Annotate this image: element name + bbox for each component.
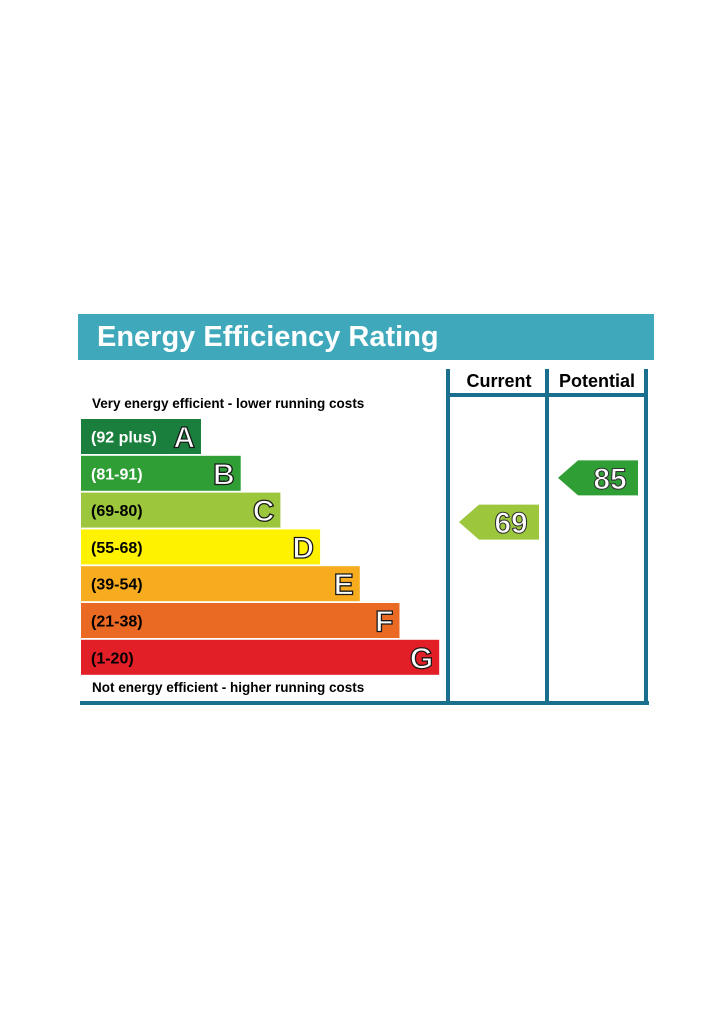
band-e-letter: E [334,569,354,602]
frame-divider-left [446,369,450,703]
current-rating-arrow [459,504,539,540]
chart-frame [80,369,649,705]
current-rating-value: 69 [494,507,527,540]
potential-rating-arrow [558,460,638,496]
band-a-range: (92 plus) [91,430,157,447]
top-note: Very energy efficient - lower running co… [92,396,364,411]
rating-bands: (92 plus) A (81-91) B (69-80) C (55-68) D (39-54… [81,419,440,676]
band-d-bar [81,529,321,565]
band-b-range: (81-91) [91,466,143,483]
chart-title: Energy Efficiency Rating [97,321,439,353]
band-f-letter: F [375,606,393,639]
band-d-letter: D [292,532,314,565]
band-g-bar [81,639,440,675]
band-a-letter: A [173,422,195,455]
bottom-note: Not energy efficient - higher running co… [92,680,364,695]
band-b-letter: B [213,458,235,491]
potential-column-header: Potential [559,371,635,391]
band-c-bar [81,492,281,528]
rating-arrows: 69 85 [459,460,638,541]
band-f-range: (21-38) [91,614,143,631]
band-d-range: (55-68) [91,540,143,557]
band-g-letter: G [410,642,433,675]
band-f-bar [81,603,400,638]
frame-bottom-line [80,701,649,705]
frame-divider-middle [545,369,549,703]
band-a-bar [81,419,201,454]
band-c-range: (69-80) [91,503,143,520]
frame-header-line [446,393,648,397]
band-b-bar [81,455,241,491]
band-g-range: (1-20) [91,650,134,667]
band-c-letter: C [253,495,275,528]
potential-rating-value: 85 [593,463,626,496]
frame-divider-right [644,369,648,703]
current-column-header: Current [466,371,531,391]
band-e-range: (39-54) [91,577,143,594]
title-bar [78,314,654,360]
band-e-bar [81,566,360,602]
